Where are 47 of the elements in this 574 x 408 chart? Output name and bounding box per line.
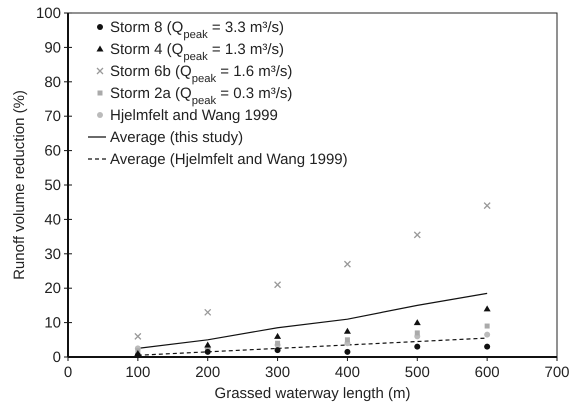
x-tick-label: 600 [474, 364, 500, 381]
legend-label: Storm 8 (Q$_{peak}$ = 3.3 m³/s) [110, 19, 284, 41]
y-tick-label: 10 [44, 314, 61, 332]
x-tick-label: 700 [544, 364, 570, 381]
point [414, 344, 420, 350]
point [344, 337, 350, 342]
point [204, 308, 212, 316]
point [483, 202, 491, 210]
legend-label: Average (this study) [110, 129, 244, 146]
x-tick-label: 500 [404, 364, 430, 381]
y-tick-label: 100 [36, 5, 61, 22]
point [344, 348, 350, 355]
point [274, 281, 282, 288]
point [484, 332, 490, 338]
legend-label: Average (Hjelmfelt and Wang 1999) [110, 151, 348, 168]
x-tick-label: 200 [195, 364, 220, 381]
x-tick-label: 400 [334, 364, 360, 381]
legend-label: Storm 2a (Q$_{peak}$ = 0.3 m³/s) [110, 85, 292, 107]
point [414, 231, 421, 239]
y-tick-label: 90 [44, 39, 61, 56]
point [134, 332, 142, 340]
point [274, 347, 281, 354]
x-tick-label: 100 [125, 364, 150, 381]
point [204, 341, 212, 348]
y-axis-title: Runoff volume reduction (%) [11, 90, 28, 280]
x-tick-label: 300 [265, 364, 290, 381]
y-tick-label: 40 [44, 211, 61, 228]
point [484, 344, 490, 350]
y-tick-label: 80 [44, 74, 61, 91]
y-tick-label: 70 [44, 108, 61, 126]
point [414, 330, 420, 336]
point [344, 328, 351, 334]
x-tick-label: 0 [64, 364, 72, 381]
point [414, 319, 421, 326]
legend-label: Storm 6b (Q$_{peak}$ = 1.6 m³/s) [110, 63, 292, 85]
y-tick-label: 0 [52, 349, 61, 366]
y-tick-label: 20 [44, 280, 61, 298]
point [344, 260, 352, 268]
point [274, 332, 282, 339]
legend-label: Hjelmfelt and Wang 1999 [110, 107, 278, 124]
y-tick-label: 60 [44, 142, 61, 160]
legend-label: Storm 4 (Q$_{peak}$ = 1.3 m³/s) [110, 41, 284, 63]
point [484, 305, 491, 312]
point [484, 324, 490, 329]
y-tick-label: 50 [44, 177, 61, 194]
x-axis-title: Grassed waterway length (m) [214, 385, 410, 402]
y-tick-label: 30 [44, 246, 61, 263]
